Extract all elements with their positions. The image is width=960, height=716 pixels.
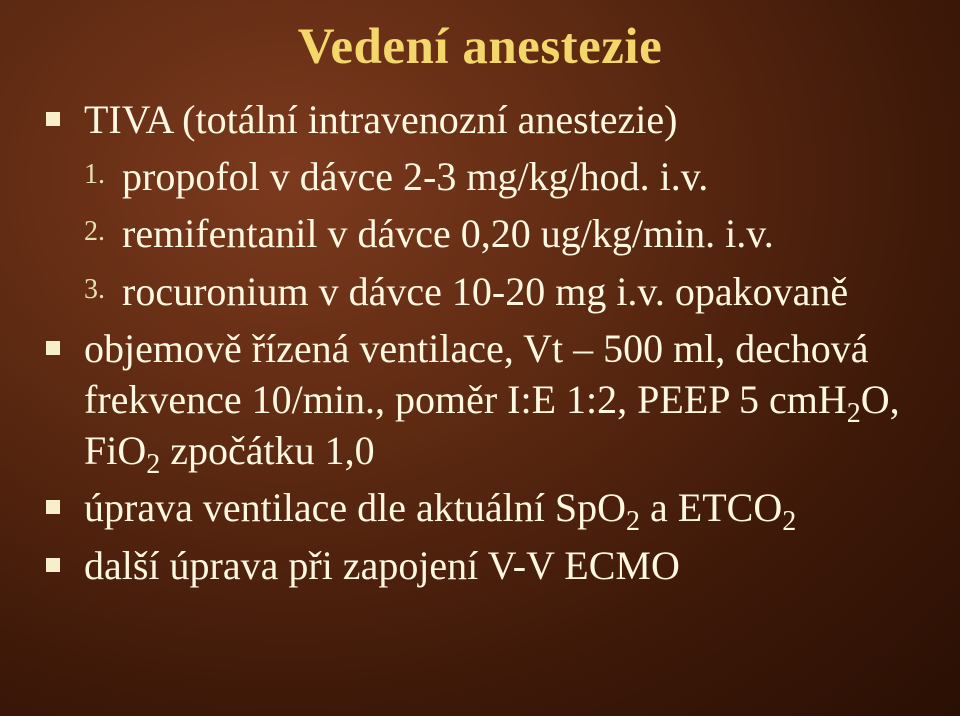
numbered-item: 2. remifentanil v dávce 0,20 ug/kg/min. … — [84, 208, 914, 259]
square-bullet-icon — [46, 500, 60, 514]
item-text: úprava ventilace dle aktuální SpO2 a ETC… — [84, 482, 796, 533]
item-number: 2. — [84, 208, 122, 248]
square-bullet-icon — [46, 112, 60, 126]
item-text: rocuronium v dávce 10-20 mg i.v. opakova… — [122, 266, 848, 317]
item-text: další úprava při zapojení V-V ECMO — [84, 540, 680, 591]
slide-title: Vedení anestezie — [46, 18, 914, 76]
square-bullet-icon — [46, 558, 60, 572]
square-bullet-icon — [46, 341, 60, 355]
item-text: remifentanil v dávce 0,20 ug/kg/min. i.v… — [122, 208, 774, 259]
slide: Vedení anestezie TIVA (totální intraveno… — [0, 0, 960, 716]
numbered-item: 3. rocuronium v dávce 10-20 mg i.v. opak… — [84, 266, 914, 317]
item-text: objemově řízená ventilace, Vt – 500 ml, … — [84, 323, 914, 477]
bullet-item: objemově řízená ventilace, Vt – 500 ml, … — [46, 323, 914, 477]
item-number: 1. — [84, 151, 122, 191]
item-text: propofol v dávce 2-3 mg/kg/hod. i.v. — [122, 151, 708, 202]
item-text: TIVA (totální intravenozní anestezie) — [84, 94, 678, 145]
bullet-item: úprava ventilace dle aktuální SpO2 a ETC… — [46, 482, 914, 533]
numbered-list: 1. propofol v dávce 2-3 mg/kg/hod. i.v. … — [84, 151, 914, 317]
item-number: 3. — [84, 266, 122, 306]
bullet-item: další úprava při zapojení V-V ECMO — [46, 540, 914, 591]
bullet-item: TIVA (totální intravenozní anestezie) — [46, 94, 914, 145]
numbered-item: 1. propofol v dávce 2-3 mg/kg/hod. i.v. — [84, 151, 914, 202]
